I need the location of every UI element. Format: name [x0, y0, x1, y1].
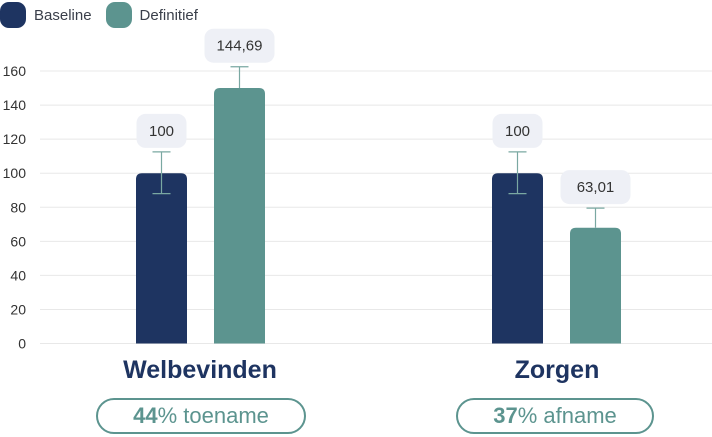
y-tick-label: 40	[10, 267, 26, 283]
bar-baseline-zorgen[interactable]	[492, 173, 543, 344]
category-label-welbevinden: Welbevinden	[123, 356, 277, 384]
data-label-bg	[560, 170, 631, 205]
y-tick-label: 140	[3, 97, 27, 113]
summary-text: % afname	[517, 403, 617, 428]
y-tick-label: 0	[18, 336, 26, 352]
bars: 100 100 144,69 63,01	[136, 28, 631, 344]
y-tick-label: 100	[3, 165, 27, 181]
bar-definitief-zorgen[interactable]	[570, 227, 621, 344]
data-label: 100	[149, 123, 174, 140]
summary-percent: 44	[133, 403, 158, 428]
y-tick-label: 20	[10, 301, 26, 317]
y-tick-label: 60	[10, 233, 26, 249]
category-label-zorgen: Zorgen	[514, 356, 600, 384]
legend-item-definitief[interactable]: Definitief	[105, 2, 198, 28]
data-label: 63,01	[577, 179, 615, 196]
summary-text: % toename	[157, 403, 269, 428]
data-label-bg	[492, 113, 543, 148]
y-tick-label: 160	[3, 63, 27, 79]
bar-baseline-welbevinden[interactable]	[136, 173, 187, 344]
summary-badge-welbevinden: 44% toename	[96, 398, 306, 434]
bar-definitief-welbevinden[interactable]	[214, 88, 265, 344]
summary-badge-zorgen: 37% afname	[456, 398, 654, 434]
y-tick-label: 80	[10, 199, 26, 215]
legend-item-baseline[interactable]: Baseline	[0, 2, 92, 28]
legend-label-definitief: Definitief	[139, 6, 198, 24]
legend-label-baseline: Baseline	[34, 6, 92, 24]
data-label-bg	[136, 113, 187, 148]
legend-swatch-baseline	[0, 2, 26, 28]
data-label: 100	[505, 123, 530, 140]
data-label-bg	[204, 28, 275, 63]
legend: Baseline Definitief	[0, 0, 212, 30]
data-label: 144,69	[217, 38, 263, 55]
y-tick-label: 120	[3, 131, 27, 147]
y-axis-ticks: 0 20 40 60 80 100 120 140 160	[3, 63, 27, 352]
legend-swatch-definitief	[105, 2, 132, 28]
summary-percent: 37	[493, 403, 518, 428]
